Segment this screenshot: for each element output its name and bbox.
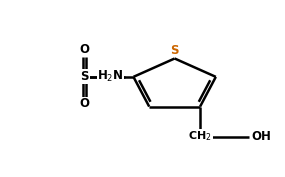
Text: H$_2$N: H$_2$N: [97, 69, 124, 84]
Text: O: O: [80, 97, 89, 110]
Text: S: S: [80, 70, 89, 83]
Text: CH$_2$: CH$_2$: [188, 130, 212, 144]
Text: OH: OH: [252, 130, 272, 143]
Text: O: O: [80, 43, 89, 56]
Text: S: S: [170, 44, 179, 57]
